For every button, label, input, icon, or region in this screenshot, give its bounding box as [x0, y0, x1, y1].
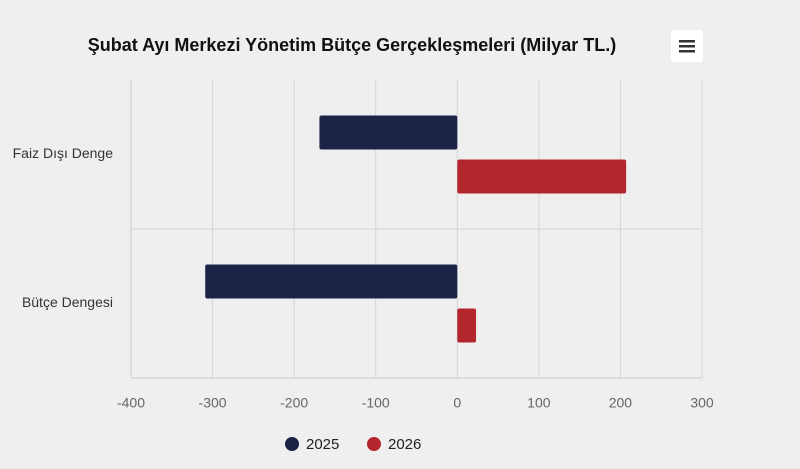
menu-icon-line	[679, 50, 695, 53]
legend-label: 2025	[306, 436, 339, 453]
bar	[457, 159, 627, 194]
legend-marker	[285, 437, 299, 451]
x-tick-label: 100	[527, 395, 551, 411]
bar	[319, 115, 458, 150]
y-tick-label: Bütçe Dengesi	[22, 294, 113, 310]
x-tick-label: 300	[690, 395, 714, 411]
menu-icon-line	[679, 40, 695, 43]
chart-title: Şubat Ayı Merkezi Yönetim Bütçe Gerçekle…	[88, 35, 617, 55]
x-tick-label: 200	[609, 395, 633, 411]
bar	[457, 308, 477, 343]
x-tick-label: -300	[199, 395, 227, 411]
x-tick-label: 0	[453, 395, 461, 411]
legend-label: 2026	[388, 436, 421, 453]
menu-icon-line	[679, 45, 695, 48]
legend-marker	[367, 437, 381, 451]
x-tick-label: -400	[117, 395, 145, 411]
x-tick-label: -100	[362, 395, 390, 411]
menu-button[interactable]	[671, 30, 703, 62]
x-tick-label: -200	[280, 395, 308, 411]
y-tick-label: Faiz Dışı Denge	[13, 145, 114, 161]
bar	[205, 264, 458, 299]
